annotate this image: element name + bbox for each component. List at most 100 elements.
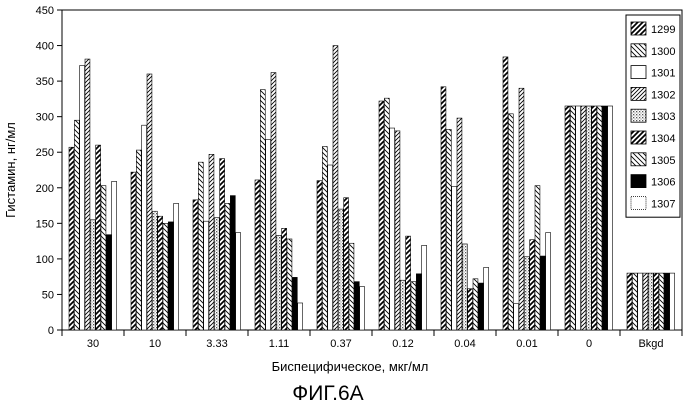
- bar-1303-3.33: [214, 218, 219, 330]
- bar-1304-0.12: [406, 236, 411, 330]
- bar-1303-0.37: [338, 209, 343, 330]
- x-axis-title: Биспецифическое, мкг/мл: [272, 359, 429, 374]
- bar-1301-3.33: [204, 221, 209, 330]
- bar-1307-0.01: [546, 233, 551, 330]
- bar-1301-0: [576, 106, 581, 330]
- bar-1301-1.11: [266, 139, 271, 330]
- legend-label: 1307: [651, 198, 675, 210]
- bar-1307-1.11: [298, 303, 303, 330]
- bar-1299-30: [69, 147, 74, 330]
- bar-1302-0: [581, 106, 586, 330]
- bar-1306-30: [106, 235, 111, 330]
- bar-1303-10: [152, 211, 157, 330]
- bar-1303-0.12: [400, 280, 405, 330]
- legend-label: 1302: [651, 89, 675, 101]
- bar-1307-10: [174, 203, 179, 330]
- bar-1304-30: [96, 145, 101, 330]
- y-tick-label: 450: [36, 5, 54, 17]
- y-tick-label: 300: [36, 112, 54, 124]
- bar-1306-0.37: [354, 282, 359, 330]
- bar-1299-Bkgd: [627, 273, 632, 330]
- bar-1305-0.01: [535, 186, 540, 330]
- bar-1300-0.04: [446, 129, 451, 330]
- bar-1303-0.04: [462, 244, 467, 330]
- bar-1307-3.33: [236, 233, 241, 330]
- bar-1306-0.12: [416, 274, 421, 330]
- legend-label: 1304: [651, 133, 675, 145]
- y-axis-title: Гистамин, нг/мл: [3, 122, 18, 218]
- bar-1305-1.11: [287, 239, 292, 330]
- legend-label: 1303: [651, 111, 675, 123]
- bar-1300-3.33: [198, 162, 203, 330]
- bar-1300-10: [136, 150, 141, 330]
- x-tick-label: 0.12: [392, 338, 413, 350]
- bar-1301-0.04: [452, 186, 457, 330]
- bar-1300-Bkgd: [632, 273, 637, 330]
- legend-label: 1305: [651, 155, 675, 167]
- bar-1303-30: [90, 220, 95, 330]
- bar-1306-10: [168, 222, 173, 330]
- bar-1302-30: [85, 59, 90, 330]
- bar-1302-Bkgd: [643, 273, 648, 330]
- bar-1302-10: [147, 74, 152, 330]
- bar-1304-0: [592, 106, 597, 330]
- bar-1299-0.04: [441, 87, 446, 330]
- figure-caption: ФИГ.6А: [292, 382, 363, 405]
- bar-1307-0.12: [422, 245, 427, 330]
- legend-swatch-1304: [631, 131, 646, 144]
- bar-1302-0.37: [333, 46, 338, 330]
- bar-1301-10: [142, 125, 147, 330]
- bar-1302-0.12: [395, 131, 400, 330]
- bar-1302-0.01: [519, 88, 524, 330]
- legend-swatch-1306: [631, 175, 646, 188]
- bar-1303-0: [586, 106, 591, 330]
- bar-1304-Bkgd: [654, 273, 659, 330]
- bar-1299-0.37: [317, 181, 322, 330]
- legend-label: 1300: [651, 46, 675, 58]
- bar-1305-30: [101, 186, 106, 330]
- legend-label: 1299: [651, 24, 675, 36]
- bar-1300-0.37: [322, 147, 327, 330]
- bar-1300-30: [74, 120, 79, 330]
- bar-1304-10: [158, 216, 163, 330]
- bar-1307-0: [608, 106, 613, 330]
- bar-1304-3.33: [220, 159, 225, 330]
- x-tick-label: 0: [586, 338, 592, 350]
- bar-1307-0.04: [484, 267, 489, 330]
- legend-swatch-1302: [631, 87, 646, 100]
- legend-swatch-1303: [631, 109, 646, 122]
- bar-1307-30: [112, 181, 117, 330]
- x-tick-label: 1.11: [269, 338, 290, 350]
- legend-swatch-1301: [631, 66, 646, 79]
- x-tick-label: 0.01: [516, 338, 537, 350]
- bar-1306-0.04: [478, 283, 483, 330]
- bar-1302-0.04: [457, 118, 462, 330]
- x-axis: 30103.331.110.370.120.040.010Bkgd: [62, 330, 682, 350]
- bar-1307-Bkgd: [670, 273, 675, 330]
- bar-1305-3.33: [225, 203, 230, 330]
- bar-1305-0: [597, 106, 602, 330]
- bar-1301-Bkgd: [638, 273, 643, 330]
- bar-1304-0.04: [468, 289, 473, 330]
- bar-1305-0.37: [349, 243, 354, 330]
- bar-1306-3.33: [230, 196, 235, 330]
- x-tick-label: 3.33: [206, 338, 227, 350]
- bar-1300-0.01: [508, 114, 513, 330]
- y-tick-label: 150: [36, 218, 54, 230]
- legend-swatch-1305: [631, 153, 646, 166]
- x-tick-label: 30: [87, 338, 99, 350]
- bar-1302-3.33: [209, 154, 214, 330]
- y-tick-label: 100: [36, 254, 54, 266]
- legend-swatch-1300: [631, 44, 646, 57]
- legend-swatch-1307: [631, 196, 646, 209]
- bar-1303-0.01: [524, 257, 529, 330]
- bar-1306-0: [602, 106, 607, 330]
- bar-1300-1.11: [260, 90, 265, 330]
- legend-label: 1306: [651, 177, 675, 189]
- bar-1306-Bkgd: [664, 273, 669, 330]
- legend-swatch-1299: [631, 22, 646, 35]
- bar-1306-1.11: [292, 277, 297, 330]
- y-tick-label: 350: [36, 76, 54, 88]
- bar-1304-0.01: [530, 240, 535, 330]
- bar-1301-30: [80, 65, 85, 330]
